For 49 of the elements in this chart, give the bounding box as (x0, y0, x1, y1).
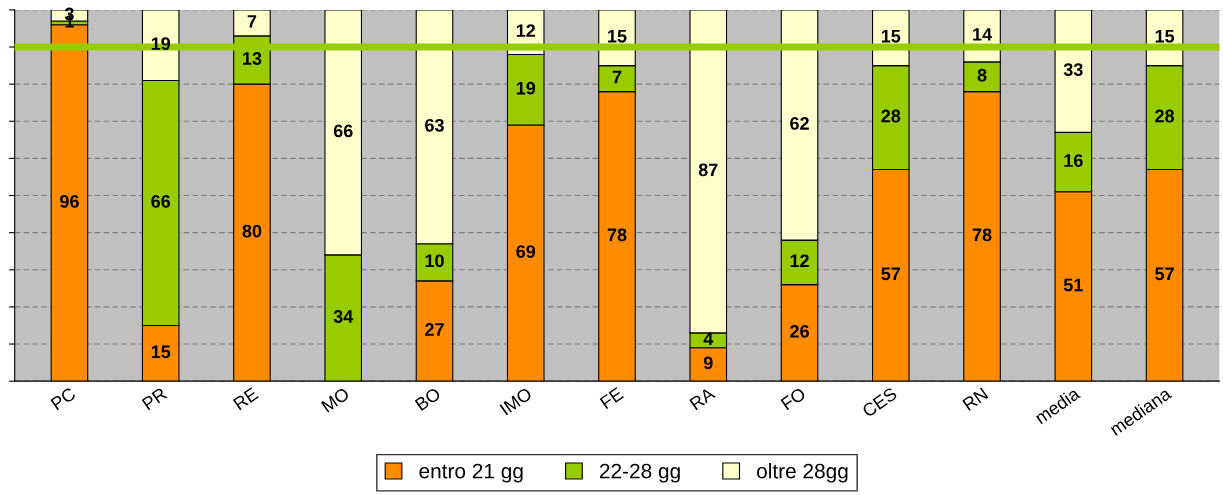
data-label: 12 (790, 254, 809, 268)
legend-label: entro 21 gg (419, 463, 523, 483)
data-label: 66 (151, 195, 171, 208)
data-label: 51 (1063, 278, 1083, 292)
data-label: 62 (790, 117, 809, 130)
x-tick-label: BO (414, 386, 442, 411)
data-label: 7 (612, 70, 622, 84)
data-label: 7 (247, 15, 257, 28)
legend-label: 22-28 gg (599, 463, 680, 483)
data-label: 15 (608, 29, 627, 43)
data-label: 19 (516, 81, 536, 95)
x-tick-label: RE (233, 387, 259, 411)
data-label: 15 (151, 345, 171, 359)
x-tick-label: PR (141, 387, 168, 411)
data-label: 33 (1063, 63, 1083, 77)
data-label: 12 (516, 24, 536, 37)
data-label: 28 (881, 109, 901, 123)
data-label: 15 (1155, 29, 1175, 43)
data-label: 87 (698, 163, 718, 177)
data-label: 63 (425, 118, 444, 132)
data-label: 13 (243, 52, 262, 65)
x-tick-label: RN (962, 387, 989, 411)
data-label: 27 (425, 323, 444, 336)
data-label: 69 (516, 245, 536, 258)
data-label: 16 (1064, 154, 1083, 167)
data-label: 9 (703, 356, 713, 370)
data-label: 4 (703, 332, 714, 345)
data-label: 14 (973, 28, 992, 41)
x-tick-label: RA (689, 386, 716, 411)
legend-label: oltre 28gg (757, 463, 848, 483)
x-tick-label: IMO (499, 386, 533, 416)
data-label: 10 (425, 254, 444, 268)
x-tick-label: FO (780, 386, 807, 411)
x-tick-label: PC (50, 386, 77, 411)
data-label: 78 (972, 228, 992, 242)
data-label: 26 (790, 324, 809, 338)
x-tick-label: FE (599, 387, 624, 410)
data-label: 28 (1155, 109, 1175, 123)
data-label: 34 (333, 310, 354, 323)
data-label: 15 (881, 29, 901, 43)
data-label: 57 (1155, 267, 1174, 281)
data-label: 80 (242, 224, 262, 238)
data-label: 57 (881, 267, 901, 281)
data-label: 8 (977, 68, 987, 82)
data-label: 78 (607, 228, 627, 242)
data-label: 66 (333, 124, 353, 138)
x-tick-label: CES (861, 386, 898, 418)
data-label: 96 (60, 195, 79, 208)
x-tick-label: MO (320, 386, 351, 413)
